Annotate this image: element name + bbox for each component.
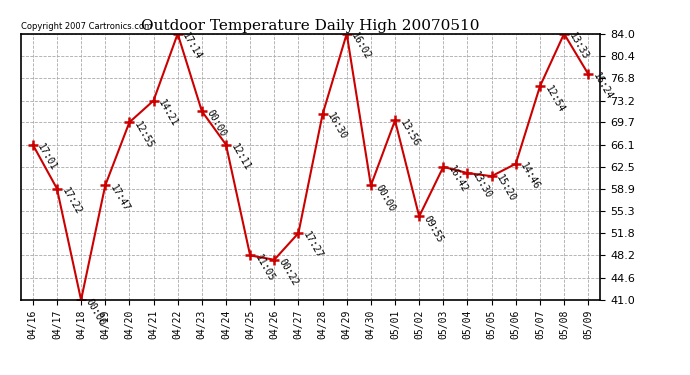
- Text: 00:00: 00:00: [205, 108, 228, 139]
- Text: 14:21: 14:21: [157, 98, 179, 128]
- Text: 13:56: 13:56: [398, 118, 421, 148]
- Text: 16:24: 16:24: [591, 71, 614, 102]
- Text: 16:02: 16:02: [350, 31, 373, 62]
- Text: 14:46: 14:46: [519, 161, 542, 192]
- Text: 13:33: 13:33: [567, 31, 590, 62]
- Text: 15:20: 15:20: [495, 173, 518, 204]
- Text: 12:54: 12:54: [543, 84, 566, 114]
- Text: 17:27: 17:27: [302, 230, 324, 261]
- Text: 00:00: 00:00: [84, 297, 107, 328]
- Text: 11:05: 11:05: [253, 253, 276, 283]
- Text: 12:11: 12:11: [229, 142, 252, 172]
- Text: 17:47: 17:47: [108, 183, 131, 213]
- Text: 16:42: 16:42: [446, 164, 469, 195]
- Text: 00:22: 00:22: [277, 257, 300, 287]
- Text: 12:55: 12:55: [132, 120, 155, 150]
- Text: 17:14: 17:14: [181, 31, 204, 62]
- Text: 00:00: 00:00: [374, 183, 397, 213]
- Text: 13:30: 13:30: [471, 170, 493, 201]
- Text: 16:30: 16:30: [326, 111, 348, 142]
- Text: 17:01: 17:01: [36, 142, 59, 172]
- Text: Copyright 2007 Cartronics.com: Copyright 2007 Cartronics.com: [21, 22, 152, 31]
- Title: Outdoor Temperature Daily High 20070510: Outdoor Temperature Daily High 20070510: [141, 19, 480, 33]
- Text: 17:22: 17:22: [60, 186, 83, 216]
- Text: 09:55: 09:55: [422, 214, 445, 244]
